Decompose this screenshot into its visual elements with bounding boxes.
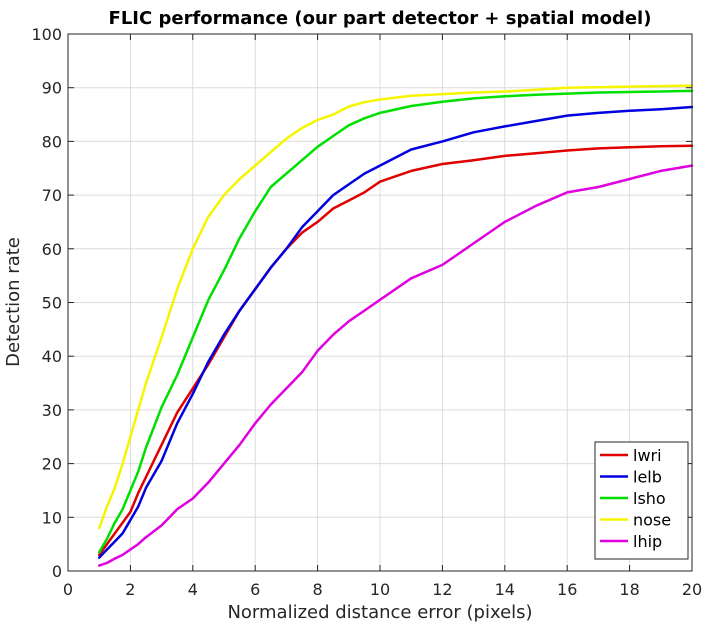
y-tick-label: 100 [31,25,62,44]
y-tick-label: 70 [42,186,62,205]
chart-title: FLIC performance (our part detector + sp… [109,8,652,29]
x-tick-label: 6 [250,580,260,599]
x-axis-label: Normalized distance error (pixels) [227,602,532,623]
y-tick-label: 0 [52,562,62,581]
y-tick-label: 80 [42,132,62,151]
y-tick-label: 10 [42,508,62,527]
x-tick-label: 20 [682,580,702,599]
legend-entries: lwri lelb lsho nose lhip [600,446,671,551]
y-tick-label: 20 [42,455,62,474]
x-tick-labels: 0 2 4 6 8 10 12 14 16 18 20 [63,580,702,599]
y-tick-label: 30 [42,401,62,420]
series-line-lwri [97,144,694,557]
legend-label-lwri: lwri [633,446,662,465]
x-tick-label: 2 [125,580,135,599]
x-tick-label: 18 [619,580,639,599]
series-layer [97,84,694,567]
series-line-lhip [97,164,694,567]
legend: lwri lelb lsho nose lhip [594,441,689,560]
x-tick-label: 12 [432,580,452,599]
legend-label-nose: nose [633,511,671,530]
legend-box [594,441,689,560]
legend-label-lelb: lelb [633,468,662,487]
legend-label-lhip: lhip [633,532,662,551]
y-tick-label: 40 [42,347,62,366]
x-tick-label: 16 [557,580,577,599]
x-tick-label: 10 [370,580,390,599]
series-line-lelb [97,105,694,559]
x-tick-label: 14 [495,580,515,599]
x-tick-label: 8 [313,580,323,599]
series-line-nose [97,84,694,530]
x-tick-label: 4 [188,580,198,599]
legend-label-lsho: lsho [633,489,666,508]
series-line-lsho [97,89,694,554]
y-tick-label: 60 [42,240,62,259]
y-tick-label: 50 [42,294,62,313]
y-axis-label: Detection rate [3,237,24,367]
x-tick-label: 0 [63,580,73,599]
y-tick-label: 90 [42,79,62,98]
y-tick-labels: 0 10 20 30 40 50 60 70 80 90 100 [31,25,62,581]
